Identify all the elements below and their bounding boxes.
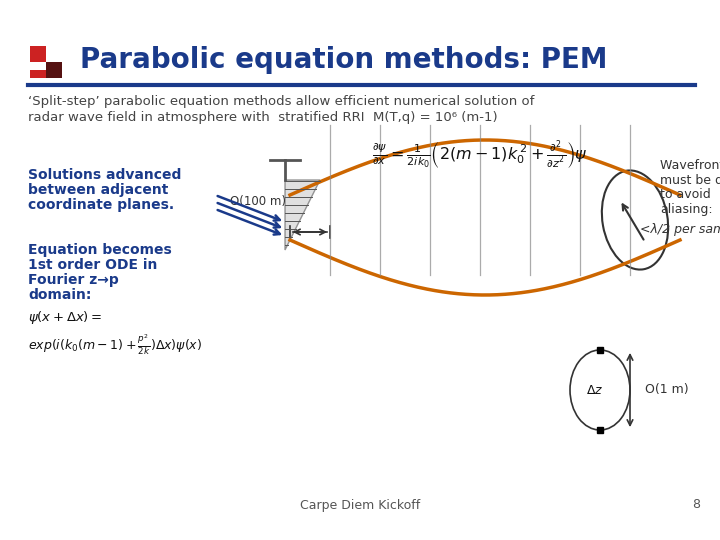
Bar <box>30 70 46 78</box>
Text: Wavefront sampling: Wavefront sampling <box>660 159 720 172</box>
Text: <λ/2 per sample: <λ/2 per sample <box>640 224 720 237</box>
Text: coordinate planes.: coordinate planes. <box>28 198 174 212</box>
Bar <box>46 62 62 78</box>
Text: must be dense: must be dense <box>660 173 720 186</box>
Text: 1st order ODE in: 1st order ODE in <box>28 258 158 272</box>
Text: O(100 m): O(100 m) <box>230 195 286 208</box>
Text: $\frac{\partial\psi}{\partial x} = \frac{1}{2ik_0}\left(2(m-1)k_0^{\,2} + \frac{: $\frac{\partial\psi}{\partial x} = \frac… <box>372 138 588 172</box>
Text: Carpe Diem Kickoff: Carpe Diem Kickoff <box>300 498 420 511</box>
Text: Equation becomes: Equation becomes <box>28 243 172 257</box>
Text: to avoid: to avoid <box>660 188 711 201</box>
Text: $exp(i(k_0(m-1)+\frac{p^2}{2k})\Delta x)\psi(x)$: $exp(i(k_0(m-1)+\frac{p^2}{2k})\Delta x)… <box>28 333 202 357</box>
Text: 8: 8 <box>692 498 700 511</box>
Bar <box>30 46 46 62</box>
Text: ‘Split-step’ parabolic equation methods allow efficient numerical solution of: ‘Split-step’ parabolic equation methods … <box>28 96 534 109</box>
Text: Fourier z→p: Fourier z→p <box>28 273 119 287</box>
Text: between adjacent: between adjacent <box>28 183 168 197</box>
Polygon shape <box>285 180 320 250</box>
Text: Parabolic equation methods: PEM: Parabolic equation methods: PEM <box>80 46 608 74</box>
Text: radar wave field in atmosphere with  stratified RRI  M(T,q) = 10⁶ (m-1): radar wave field in atmosphere with stra… <box>28 111 498 125</box>
Text: aliasing:: aliasing: <box>660 204 713 217</box>
Text: $\psi(x + \Delta x) =$: $\psi(x + \Delta x) =$ <box>28 309 102 327</box>
Text: O(1 m): O(1 m) <box>645 383 688 396</box>
Text: $\Delta z$: $\Delta z$ <box>586 383 603 396</box>
Text: Solutions advanced: Solutions advanced <box>28 168 181 182</box>
Text: domain:: domain: <box>28 288 91 302</box>
